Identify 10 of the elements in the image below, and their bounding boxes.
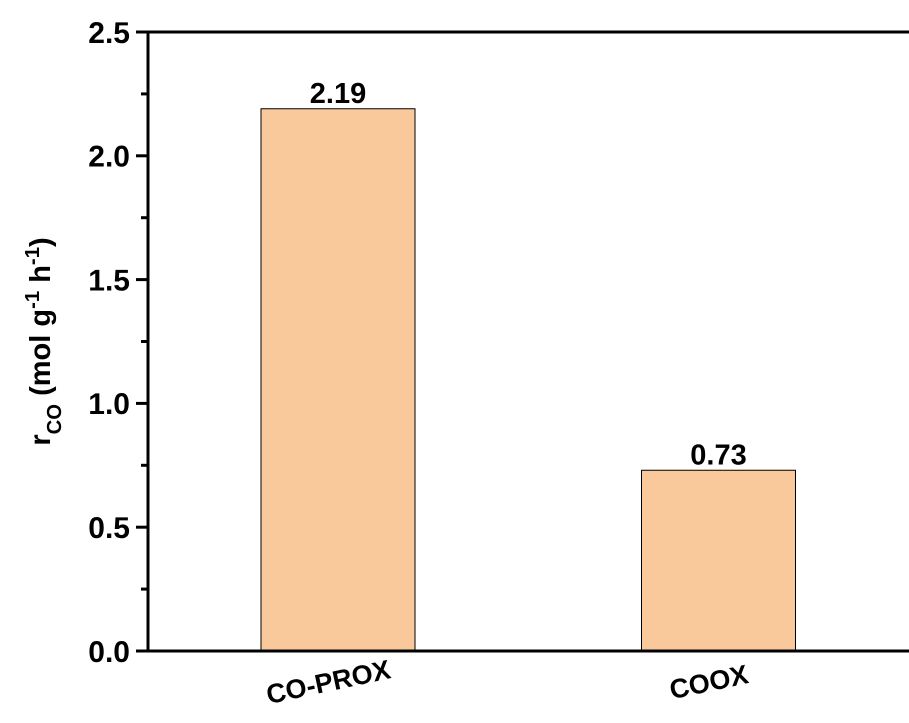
data-label: 0.73	[690, 439, 747, 472]
x-tick-label: CO-PROX	[264, 654, 394, 710]
y-tick-label: 0.0	[88, 636, 130, 669]
y-tick-label: 2.0	[88, 140, 130, 174]
data-label: 2.19	[310, 78, 366, 110]
y-tick-label: 2.5	[88, 16, 130, 50]
y-tick-label: 1.5	[88, 264, 130, 298]
x-tick-label: COOX	[666, 659, 751, 706]
y-tick-label: 0.5	[88, 512, 130, 545]
y-tick-label: 1.0	[88, 388, 130, 422]
